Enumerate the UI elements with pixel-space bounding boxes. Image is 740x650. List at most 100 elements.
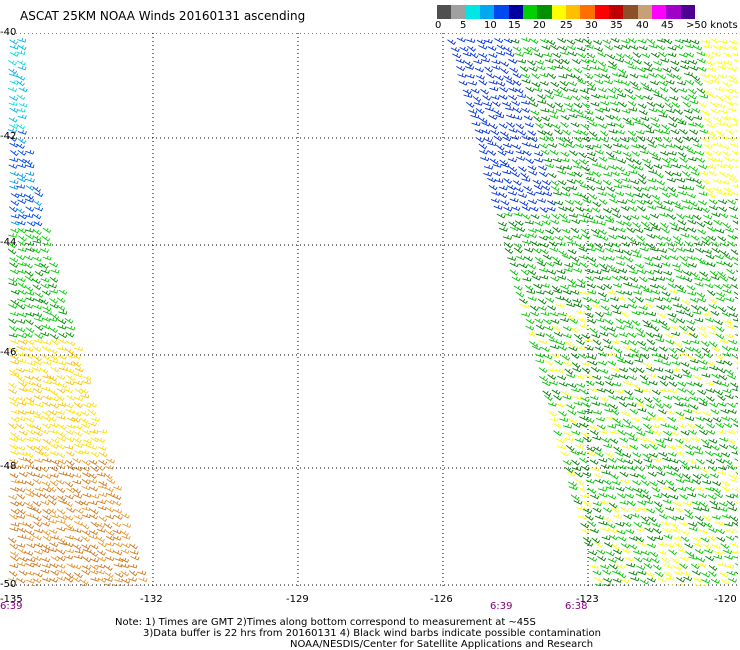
wind-barb — [719, 241, 729, 247]
wind-barb — [590, 65, 600, 71]
wind-barb — [728, 339, 738, 345]
wind-barb — [715, 228, 725, 234]
wind-barb — [510, 135, 520, 140]
wind-barb — [698, 359, 708, 365]
wind-barb — [10, 479, 20, 484]
wind-barb — [642, 193, 652, 199]
wind-barb — [706, 459, 715, 465]
wind-barb — [651, 318, 661, 324]
wind-barb — [701, 438, 710, 445]
wind-barb — [591, 162, 601, 167]
wind-barb — [49, 466, 59, 472]
wind-barb — [16, 578, 26, 584]
wind-barb — [628, 107, 638, 112]
wind-barb — [650, 88, 660, 95]
wind-barb — [64, 481, 74, 488]
wind-barb — [718, 206, 728, 213]
wind-barb — [552, 191, 562, 196]
wind-barb — [676, 80, 686, 86]
wind-barb — [694, 122, 704, 129]
wind-barb — [520, 303, 530, 309]
wind-barb — [682, 501, 692, 506]
wind-barb — [593, 179, 603, 185]
wind-barb — [670, 557, 680, 564]
wind-barb — [524, 122, 534, 128]
wind-barb — [615, 129, 625, 135]
wind-barb — [42, 241, 52, 247]
wind-barb — [616, 227, 626, 233]
wind-barb — [595, 416, 605, 422]
wind-barb — [50, 403, 59, 409]
wind-barb — [25, 339, 35, 346]
wind-barb — [15, 423, 25, 430]
wind-barb — [543, 157, 553, 163]
wind-barb — [521, 78, 531, 84]
wind-barb — [712, 150, 722, 156]
wind-barb — [465, 73, 475, 79]
wind-barb — [670, 296, 680, 301]
wind-barb — [603, 283, 613, 290]
wind-barb — [456, 66, 466, 72]
wind-barb — [56, 526, 66, 532]
wind-barb — [682, 271, 692, 277]
wind-barb — [65, 368, 75, 374]
wind-barb — [670, 129, 680, 135]
wind-barb — [664, 333, 674, 339]
wind-barb — [10, 150, 19, 157]
wind-barb — [466, 38, 476, 43]
wind-barb — [18, 472, 28, 478]
wind-barb — [672, 235, 682, 242]
wind-barb — [669, 95, 679, 101]
wind-barb — [699, 271, 708, 278]
wind-barb — [701, 39, 711, 44]
wind-barb — [72, 564, 82, 570]
wind-barb — [597, 52, 607, 58]
wind-barb — [540, 311, 550, 316]
wind-barb — [623, 514, 633, 520]
wind-barb — [677, 423, 687, 429]
wind-barb — [525, 318, 535, 325]
wind-barb — [589, 327, 599, 334]
wind-barb — [666, 177, 676, 183]
wind-barb — [56, 487, 66, 494]
wind-barb — [8, 117, 18, 123]
wind-barb — [584, 374, 594, 380]
wind-barb — [710, 108, 720, 115]
wind-barb — [663, 437, 673, 442]
wind-barb — [691, 500, 701, 506]
wind-barb — [728, 78, 738, 84]
wind-barb — [654, 367, 664, 372]
wind-barb — [552, 226, 561, 233]
wind-barb — [487, 177, 497, 183]
wind-barb — [668, 116, 678, 122]
wind-barb — [661, 291, 671, 297]
wind-barb — [573, 302, 583, 308]
wind-barb — [104, 473, 113, 480]
wind-barb — [657, 443, 667, 449]
wind-barb — [594, 514, 604, 520]
wind-barb — [608, 564, 618, 570]
wind-barb — [598, 156, 608, 162]
wind-barb — [732, 256, 738, 262]
wind-barb — [616, 529, 626, 535]
wind-barb — [103, 577, 113, 582]
wind-barb — [624, 459, 634, 465]
wind-barb — [48, 358, 58, 364]
wind-barb — [605, 485, 615, 490]
wind-barb — [39, 466, 49, 473]
wind-barb — [616, 564, 626, 570]
wind-barb — [717, 271, 726, 278]
wind-barb — [589, 564, 599, 569]
wind-barb — [732, 158, 738, 163]
wind-barb — [695, 416, 705, 422]
wind-barb — [613, 283, 623, 288]
wind-barb — [685, 450, 695, 456]
wind-barb — [560, 121, 569, 128]
wind-barb — [686, 193, 696, 199]
wind-barb — [580, 123, 590, 130]
wind-barb — [624, 88, 634, 94]
wind-barb — [657, 73, 667, 80]
legend-tick-label: 15 — [508, 20, 521, 31]
wind-barb — [538, 367, 548, 374]
wind-barb — [598, 429, 608, 434]
